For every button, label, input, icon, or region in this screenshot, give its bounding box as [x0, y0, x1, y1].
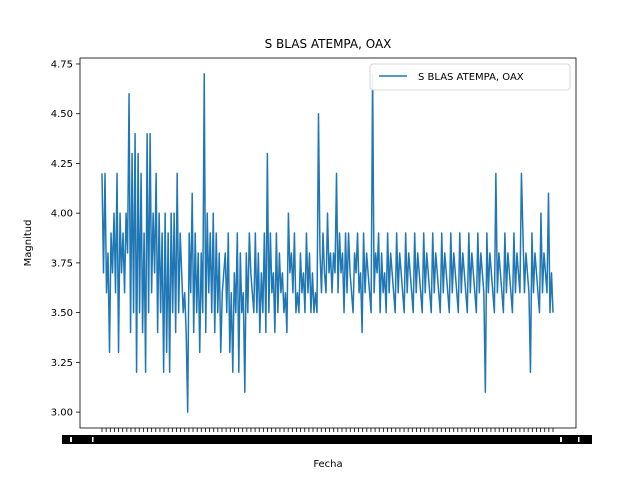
x-tick-label-gap: [578, 437, 580, 442]
y-tick-label: 3.50: [51, 308, 73, 319]
y-axis-ticks: 3.00 3.25 3.50 3.75 4.00 4.25 4.50 4.75: [51, 59, 80, 419]
chart-title: S BLAS ATEMPA, OAX: [265, 37, 392, 51]
x-tick-label-gap: [70, 437, 72, 442]
x-tick-labels-overlap: [62, 435, 592, 444]
x-axis-ticks: [62, 428, 592, 444]
legend: S BLAS ATEMPA, OAX: [369, 63, 571, 91]
plot-area: [101, 73, 554, 413]
y-tick-label: 4.75: [51, 59, 73, 70]
legend-box: [369, 63, 571, 91]
legend-label: S BLAS ATEMPA, OAX: [418, 72, 524, 83]
axes-frame: [79, 57, 577, 429]
y-tick-label: 4.00: [51, 209, 73, 220]
y-tick-label: 3.25: [51, 358, 73, 369]
series-line: [101, 73, 554, 413]
y-tick-label: 4.25: [51, 159, 73, 170]
y-tick-label: 4.50: [51, 109, 73, 120]
x-tick-label-gap: [560, 437, 562, 442]
x-axis-label: Fecha: [313, 459, 342, 470]
y-tick-label: 3.00: [51, 408, 73, 419]
x-tick-label-gap: [92, 437, 94, 442]
y-axis-label: Magnitud: [23, 220, 34, 267]
y-tick-label: 3.75: [51, 258, 73, 269]
